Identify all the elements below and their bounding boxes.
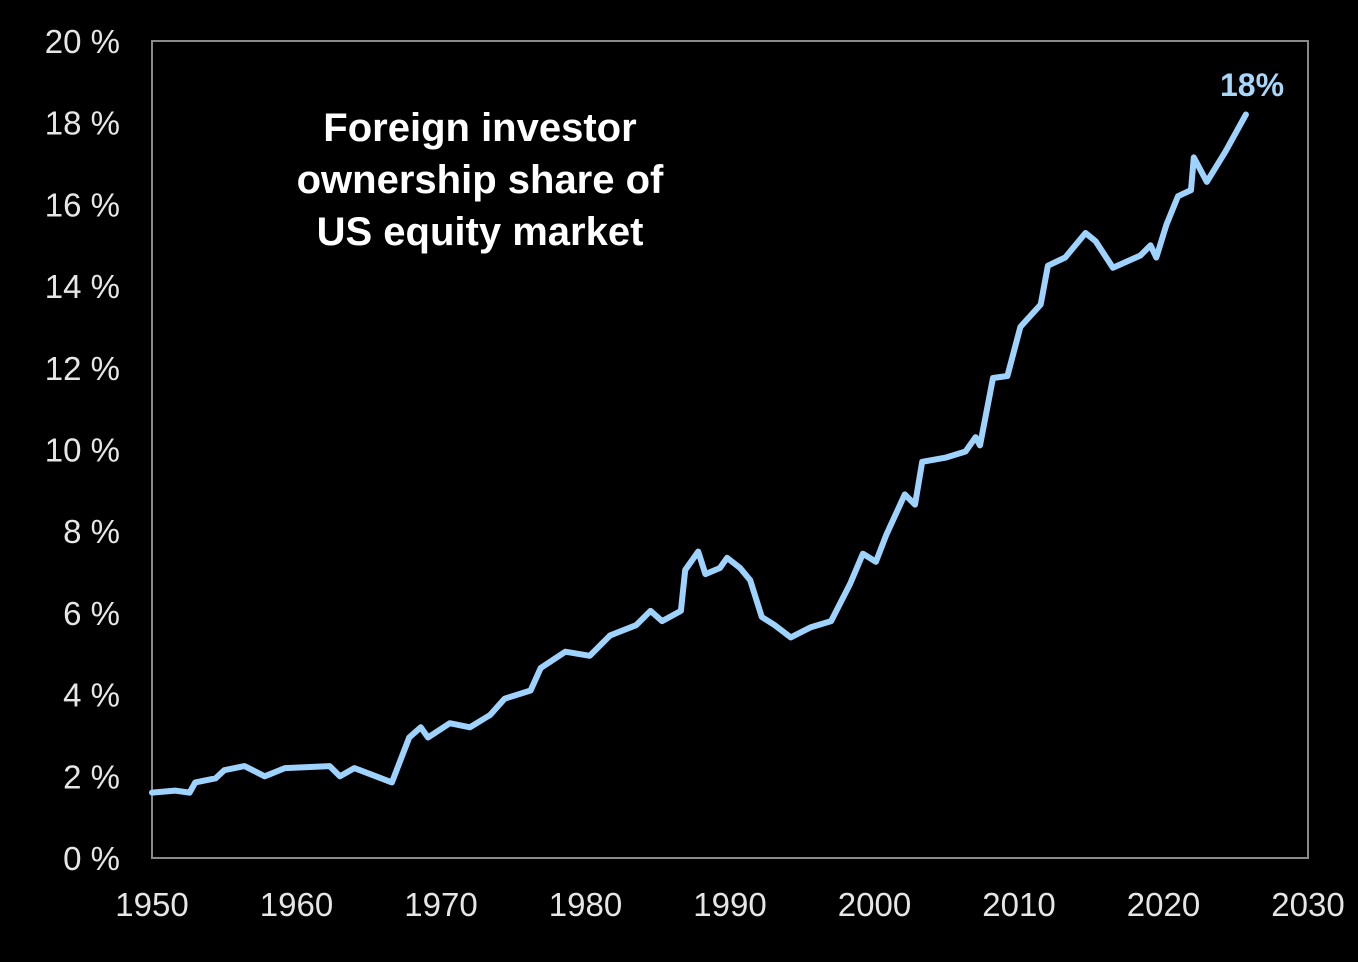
x-tick-label: 2030 <box>1271 886 1344 923</box>
x-tick-label: 1970 <box>404 886 477 923</box>
plot-frame <box>151 40 1309 859</box>
y-tick-label: 20 % <box>45 23 120 60</box>
y-tick-label: 8 % <box>63 513 120 550</box>
y-tick-label: 6 % <box>63 595 120 632</box>
series-line <box>149 111 1249 796</box>
x-tick-label: 1980 <box>549 886 622 923</box>
chart-title-line-2: ownership share of <box>297 158 664 202</box>
y-tick-label: 0 % <box>63 840 120 877</box>
x-tick-label: 1990 <box>693 886 766 923</box>
x-tick-label: 2000 <box>838 886 911 923</box>
x-tick-label: 1960 <box>260 886 333 923</box>
y-tick-label: 12 % <box>45 350 120 387</box>
y-tick-label: 18 % <box>45 105 120 142</box>
y-tick-label: 10 % <box>45 432 120 469</box>
y-tick-label: 2 % <box>63 758 120 795</box>
x-tick-label: 2020 <box>1127 886 1200 923</box>
chart-title-line-3: US equity market <box>317 210 644 254</box>
x-tick-label: 2010 <box>982 886 1055 923</box>
y-tick-label: 4 % <box>63 677 120 714</box>
y-tick-label: 16 % <box>45 186 120 223</box>
chart-title-line-1: Foreign investor <box>323 106 636 150</box>
end-value-annotation: 18% <box>1220 67 1284 103</box>
y-tick-label: 14 % <box>45 268 120 305</box>
x-tick-label: 1950 <box>115 886 188 923</box>
chart-title: Foreign investor ownership share of US e… <box>297 106 664 254</box>
